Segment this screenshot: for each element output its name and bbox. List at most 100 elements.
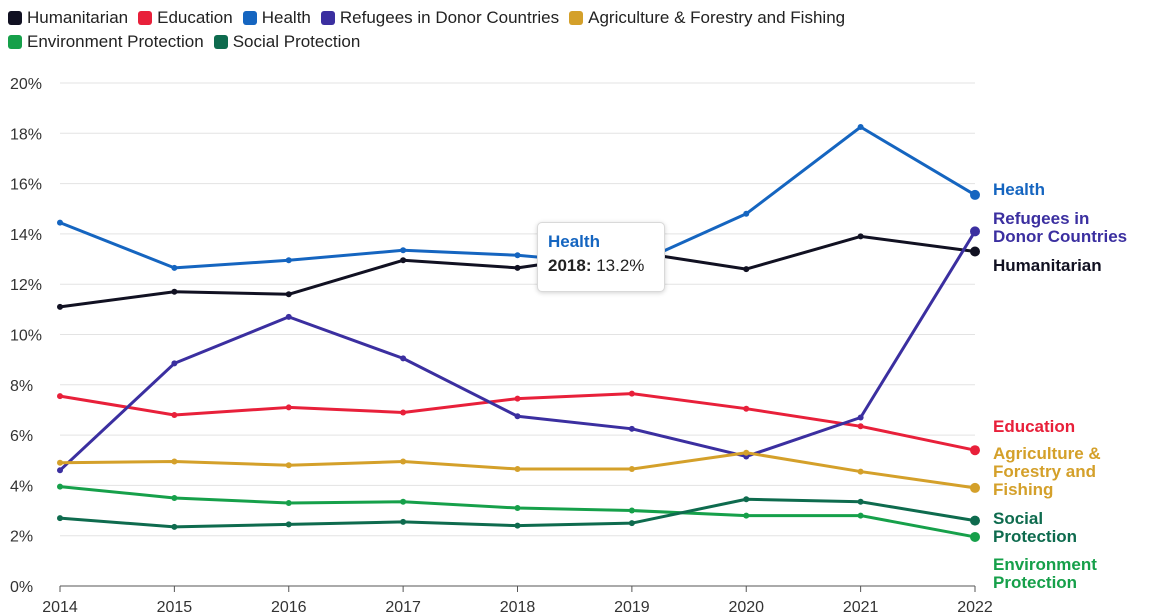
legend-item-health[interactable]: Health [242, 8, 311, 28]
data-point-health [400, 247, 407, 254]
data-point-health [285, 257, 292, 264]
end-label-environment-protection: Protection [993, 573, 1077, 592]
y-tick-label: 20% [10, 76, 42, 93]
series-line-environment-protection [58, 485, 977, 539]
legend-row-1: Humanitarian Education Health Refugees i… [8, 6, 1128, 30]
series-line-humanitarian [58, 234, 977, 309]
data-point-agriculture-forestry-and-fishing [57, 459, 63, 466]
data-point-health [57, 219, 63, 226]
data-point-health [857, 124, 864, 131]
data-point-agriculture-forestry-and-fishing [628, 466, 635, 473]
y-tick-label: 12% [10, 277, 42, 294]
data-point-refugees-in-donor-countries [285, 313, 292, 320]
series-line-health [58, 125, 977, 270]
data-point-agriculture-forestry-and-fishing [285, 462, 292, 469]
data-point-social-protection [171, 523, 178, 530]
data-point-education [628, 390, 635, 397]
x-tick-label: 2016 [271, 599, 307, 616]
end-label-humanitarian: Humanitarian [993, 256, 1102, 275]
data-point-social-protection [857, 498, 864, 505]
y-tick-label: 10% [10, 328, 42, 345]
end-label-refugees-in-donor-countries: Refugees in [993, 209, 1089, 228]
data-point-agriculture-forestry-and-fishing [171, 458, 178, 465]
y-tick-label: 18% [10, 126, 42, 143]
x-tick-label: 2019 [614, 599, 650, 616]
y-tick-label: 16% [10, 177, 42, 194]
data-point-education [400, 409, 407, 416]
tooltip-value: 13.2% [596, 256, 645, 275]
data-point-refugees-in-donor-countries [857, 414, 864, 421]
legend-item-environment[interactable]: Environment Protection [8, 32, 204, 52]
data-point-humanitarian [57, 303, 63, 310]
data-point-environment-protection [970, 531, 980, 542]
end-label-health: Health [993, 180, 1045, 199]
chart-legend: Humanitarian Education Health Refugees i… [8, 6, 1128, 54]
data-point-education [857, 423, 864, 430]
data-point-social-protection [285, 521, 292, 528]
data-point-environment-protection [57, 483, 63, 490]
tooltip-year: 2018: [548, 256, 592, 275]
data-point-education [57, 393, 63, 400]
end-label-agriculture-forestry-and-fishing: Agriculture & [993, 444, 1101, 463]
data-point-refugees-in-donor-countries [628, 425, 635, 432]
data-point-agriculture-forestry-and-fishing [970, 482, 980, 493]
legend-item-humanitarian[interactable]: Humanitarian [8, 8, 128, 28]
legend-item-education[interactable]: Education [138, 8, 233, 28]
data-point-environment-protection [628, 507, 635, 514]
legend-row-2: Environment Protection Social Protection [8, 30, 1128, 54]
data-point-agriculture-forestry-and-fishing [743, 449, 750, 456]
hover-tooltip: Health 2018: 13.2% [537, 222, 665, 292]
x-tick-label: 2017 [385, 599, 421, 616]
legend-item-social[interactable]: Social Protection [213, 32, 360, 52]
tooltip-body: 2018: 13.2% [548, 256, 654, 276]
data-point-education [970, 445, 980, 456]
legend-label-agriculture: Agriculture & Forestry and Fishing [588, 8, 846, 27]
y-tick-label: 4% [10, 478, 33, 495]
legend-swatch-humanitarian [8, 11, 22, 25]
data-point-education [743, 405, 750, 412]
data-point-education [171, 411, 178, 418]
x-tick-label: 2021 [843, 599, 879, 616]
data-point-humanitarian [285, 291, 292, 298]
legend-label-health: Health [261, 8, 311, 27]
end-label-agriculture-forestry-and-fishing: Fishing [993, 480, 1053, 499]
x-tick-label: 2015 [157, 599, 193, 616]
end-label-agriculture-forestry-and-fishing: Forestry and [993, 462, 1096, 481]
end-label-education: Education [993, 417, 1075, 436]
data-point-humanitarian [970, 246, 980, 257]
legend-swatch-health [242, 11, 257, 25]
end-label-environment-protection: Environment [993, 555, 1097, 574]
tooltip-series-name: Health [548, 232, 600, 251]
data-point-social-protection [514, 522, 521, 529]
data-point-social-protection [743, 496, 750, 503]
y-tick-label: 8% [10, 378, 33, 395]
data-point-environment-protection [743, 512, 750, 519]
end-label-social-protection: Protection [993, 527, 1077, 546]
data-point-refugees-in-donor-countries [970, 226, 980, 237]
data-point-refugees-in-donor-countries [400, 355, 407, 362]
data-point-humanitarian [171, 288, 178, 295]
data-point-social-protection [400, 518, 407, 525]
y-tick-label: 14% [10, 227, 42, 244]
legend-item-refugees[interactable]: Refugees in Donor Countries [320, 8, 559, 28]
data-point-agriculture-forestry-and-fishing [400, 458, 407, 465]
data-point-health [171, 264, 178, 271]
data-point-education [285, 404, 292, 411]
data-point-refugees-in-donor-countries [171, 360, 178, 367]
data-point-environment-protection [514, 505, 521, 512]
data-point-refugees-in-donor-countries [57, 467, 63, 474]
data-point-environment-protection [400, 498, 407, 505]
data-point-refugees-in-donor-countries [514, 413, 521, 420]
legend-item-agriculture[interactable]: Agriculture & Forestry and Fishing [569, 8, 845, 28]
data-point-health [743, 210, 750, 217]
legend-swatch-refugees [320, 11, 335, 25]
data-point-agriculture-forestry-and-fishing [857, 468, 864, 475]
data-point-humanitarian [743, 266, 750, 273]
x-tick-label: 2018 [500, 599, 536, 616]
legend-swatch-education [138, 11, 153, 25]
data-point-health [514, 252, 521, 259]
data-point-social-protection [970, 515, 980, 526]
legend-label-environment: Environment Protection [27, 32, 204, 51]
series-line-education [58, 392, 977, 452]
legend-label-education: Education [157, 8, 233, 27]
